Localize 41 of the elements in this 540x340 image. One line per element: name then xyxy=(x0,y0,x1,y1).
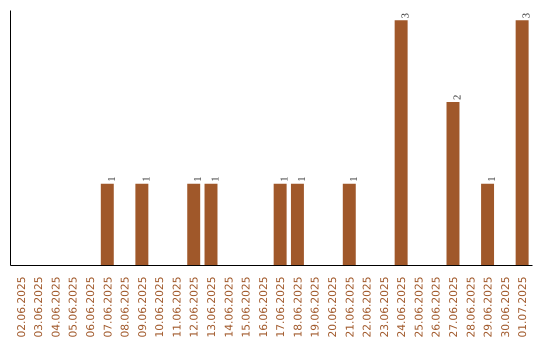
data-label: 2 xyxy=(452,94,464,100)
x-tick-label: 12.06.2025 xyxy=(188,276,201,338)
x-tick-label: 19.06.2025 xyxy=(308,276,322,338)
data-label: 1 xyxy=(296,176,308,182)
data-label: 3 xyxy=(400,12,412,18)
x-tick-label: 20.06.2025 xyxy=(326,276,339,338)
x-tick-label: 16.06.2025 xyxy=(256,276,270,338)
data-label: 1 xyxy=(280,176,291,182)
x-tick-label: 07.06.2025 xyxy=(101,276,114,338)
x-tick-label: 11.06.2025 xyxy=(170,276,184,338)
x-tick-label: 15.06.2025 xyxy=(240,276,253,338)
x-tick-label: 23.06.2025 xyxy=(378,276,391,338)
x-tick-label: 06.06.2025 xyxy=(84,276,98,338)
x-tick-label: 30.06.2025 xyxy=(498,276,512,338)
x-tick-label: 04.06.2025 xyxy=(49,276,62,338)
x-tick-label: 14.06.2025 xyxy=(222,276,236,338)
x-tick-label: 25.06.2025 xyxy=(412,276,426,338)
x-tick-label: 28.06.2025 xyxy=(464,276,478,338)
x-tick-label: 01.07.2025 xyxy=(516,276,530,338)
data-label: 1 xyxy=(141,176,152,182)
x-tick-label: 10.06.2025 xyxy=(153,276,166,338)
x-tick-label: 13.06.2025 xyxy=(205,276,218,338)
data-label: 1 xyxy=(348,176,360,182)
x-tick-label: 22.06.2025 xyxy=(360,276,374,338)
x-tick-label: 02.06.2025 xyxy=(14,276,28,338)
x-tick-label: 24.06.2025 xyxy=(395,276,408,338)
x-tick-label: 18.06.2025 xyxy=(291,276,304,338)
data-label: 1 xyxy=(193,176,204,182)
x-tick-label: 26.06.2025 xyxy=(430,276,443,338)
data-label: 1 xyxy=(487,176,498,182)
data-label: 3 xyxy=(522,12,533,18)
x-tick-label: 09.06.2025 xyxy=(136,276,149,338)
data-label: 1 xyxy=(210,176,222,182)
x-tick-label: 17.06.2025 xyxy=(274,276,288,338)
x-tick-label: 21.06.2025 xyxy=(343,276,356,338)
x-tick-label: 08.06.2025 xyxy=(118,276,132,338)
x-tick-label: 03.06.2025 xyxy=(32,276,46,338)
data-label: 1 xyxy=(106,176,118,182)
x-tick-label: 29.06.2025 xyxy=(482,276,495,338)
x-tick-label: 27.06.2025 xyxy=(446,276,460,338)
x-tick-label: 05.06.2025 xyxy=(66,276,80,338)
